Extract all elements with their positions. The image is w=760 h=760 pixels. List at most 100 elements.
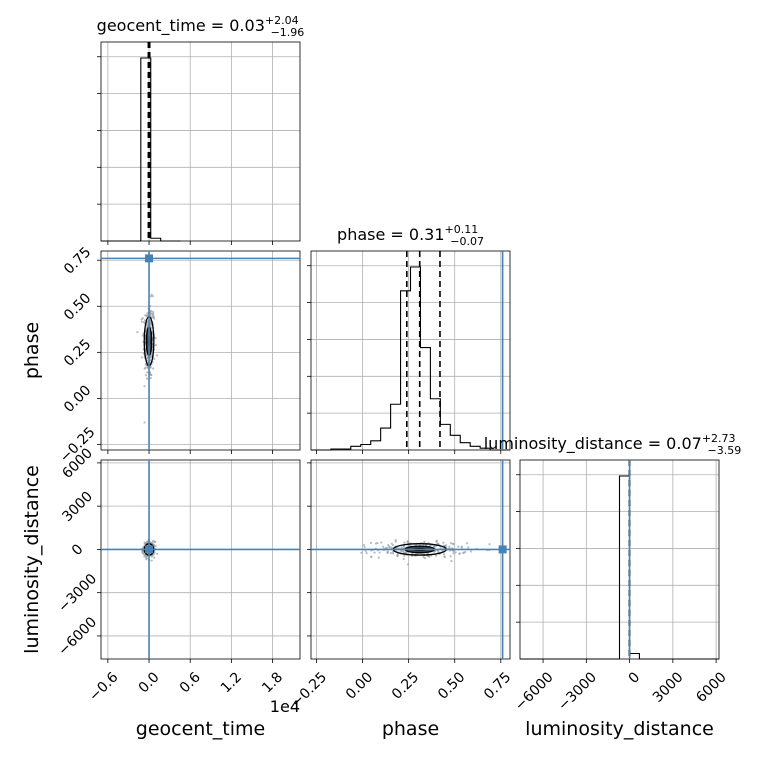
- scatter-point: [378, 551, 381, 554]
- scatter-point: [467, 546, 470, 549]
- scatter-point: [406, 563, 410, 566]
- scatter-point: [457, 545, 460, 548]
- scatter-point: [140, 356, 143, 359]
- scatter-point: [149, 314, 152, 317]
- x-tick-label: 0.00: [343, 669, 376, 702]
- scatter-point: [443, 555, 446, 558]
- truth-marker: [498, 545, 507, 554]
- x-tick-label: 3000: [650, 669, 687, 706]
- x-tick-label: 1.8: [259, 669, 286, 696]
- scatter-point: [154, 540, 157, 543]
- scatter-point: [369, 541, 373, 545]
- title-geocent_time: geocent_time = 0.03+2.04 −1.96: [97, 14, 305, 39]
- y-tick-label: 0.75: [61, 244, 94, 277]
- scatter-point: [443, 552, 446, 556]
- hist-geocent_time: [101, 57, 181, 242]
- scatter-point: [146, 356, 149, 359]
- scatter-point: [363, 545, 366, 549]
- title-phase: phase = 0.31+0.11 −0.07: [337, 223, 484, 248]
- scatter-point: [141, 317, 144, 320]
- scatter-point: [153, 317, 156, 320]
- scatter-point: [449, 542, 453, 545]
- truth-marker: [145, 545, 154, 554]
- x-axis-label-phase: phase: [382, 718, 439, 740]
- scatter-point: [394, 538, 397, 542]
- scatter-point: [488, 543, 491, 546]
- scatter-point: [434, 554, 438, 557]
- scatter-point: [386, 551, 389, 555]
- scatter-point: [360, 551, 363, 554]
- x-tick-label: 6000: [693, 669, 730, 706]
- scatter-point: [390, 542, 393, 545]
- x-tick-label: −3000: [555, 669, 600, 714]
- scatter-point: [152, 539, 155, 542]
- scatter-point: [145, 315, 149, 318]
- scatter-point: [462, 551, 465, 554]
- scatter-point: [382, 545, 385, 548]
- y-tick-label: 0.50: [61, 290, 94, 323]
- scatter-point: [151, 295, 155, 298]
- scatter-point: [437, 542, 440, 545]
- scatter-point: [149, 295, 152, 298]
- scatter-point: [451, 542, 454, 545]
- truth-marker: [145, 254, 154, 263]
- scatter-point: [389, 552, 393, 555]
- y-axis-label-phase: phase: [21, 322, 43, 379]
- y-tick-label: 3000: [59, 489, 96, 526]
- scatter-point: [143, 385, 146, 388]
- panel-frame-1-1: [310, 250, 511, 451]
- x-axis-label-luminosity_distance: luminosity_distance: [525, 718, 714, 740]
- plot-marks: [97, 41, 720, 663]
- scatter-point: [149, 376, 152, 380]
- x-tick-label: −6000: [512, 669, 557, 714]
- scatter-point: [402, 557, 405, 561]
- scatter-point: [373, 551, 376, 554]
- scatter-point: [141, 552, 145, 555]
- gridlines: [101, 42, 719, 659]
- x-tick-label: 0.50: [435, 669, 468, 702]
- x-tick-label: 0.6: [177, 669, 204, 696]
- scatter-point: [140, 320, 144, 323]
- scatter-point: [151, 367, 155, 370]
- scatter-point: [153, 357, 156, 360]
- panel-frame-0-0: [100, 41, 301, 242]
- scatter-point: [394, 540, 397, 543]
- scatter-point: [435, 539, 439, 543]
- scatter-point: [150, 293, 153, 296]
- y-tick-label: 0.25: [61, 336, 94, 369]
- scatter-point: [452, 552, 455, 555]
- y-tick-label: 0: [69, 541, 87, 559]
- scatter-point: [142, 321, 146, 324]
- scatter-point: [469, 550, 472, 553]
- scatter-point: [151, 310, 154, 313]
- scatter-point: [406, 541, 409, 544]
- scatter-point: [404, 551, 407, 554]
- scatter-point: [396, 554, 399, 557]
- scatter-point: [151, 312, 154, 316]
- scatter-point: [454, 551, 457, 554]
- scatter-point: [143, 421, 146, 424]
- scatter-point: [154, 343, 158, 347]
- scatter-point: [442, 541, 445, 544]
- hist-luminosity_distance: [520, 475, 719, 660]
- scatter-point: [458, 552, 462, 555]
- scatter-point: [374, 542, 378, 545]
- x-tick-label: 0.0: [136, 669, 163, 696]
- scatter-point: [143, 367, 146, 370]
- scatter-point: [377, 556, 380, 559]
- scatter-point: [466, 542, 469, 545]
- scatter-point: [144, 554, 148, 557]
- scatter-point: [460, 545, 463, 548]
- scatter-point: [153, 556, 156, 559]
- scatter-point: [145, 354, 148, 357]
- scatter-point: [362, 543, 366, 547]
- x-tick-label: 0.75: [481, 669, 514, 702]
- scatter-point: [154, 337, 157, 340]
- panel-frame-2-1: [310, 459, 511, 660]
- scatter-point: [423, 556, 426, 560]
- y-axis-label-luminosity_distance: luminosity_distance: [21, 465, 43, 654]
- scatter-point: [144, 374, 148, 377]
- scatter-point: [155, 552, 159, 555]
- scatter-point: [380, 541, 383, 544]
